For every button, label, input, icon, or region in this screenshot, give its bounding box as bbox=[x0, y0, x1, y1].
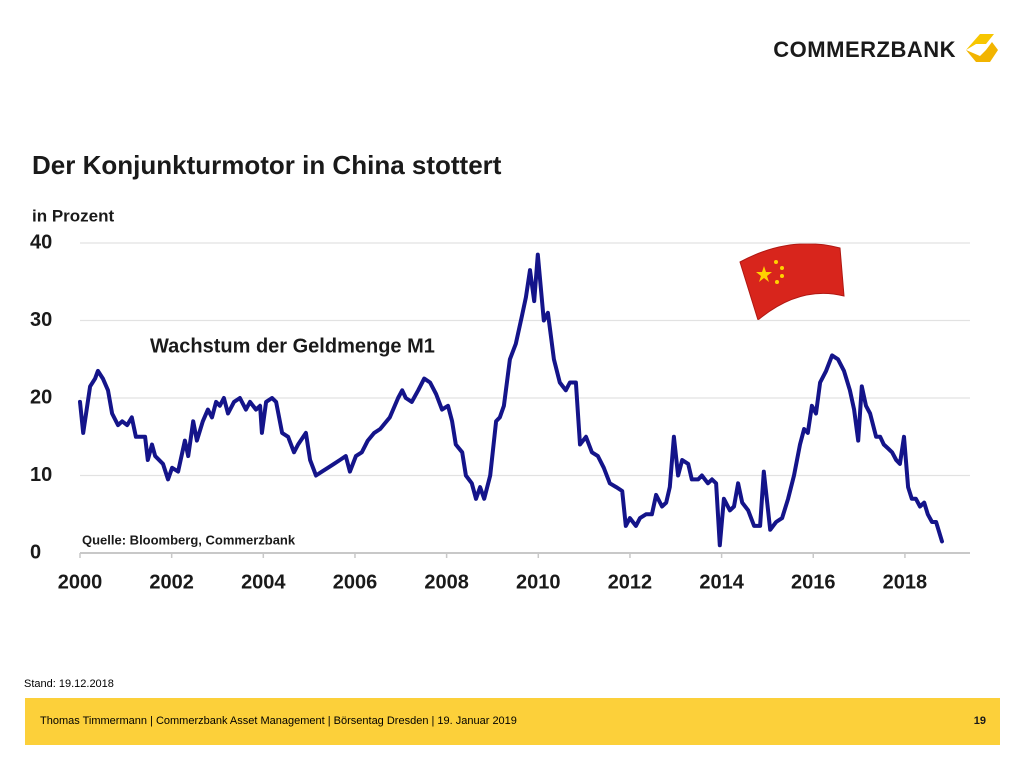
x-tick-label: 2016 bbox=[791, 571, 836, 593]
x-tick-label: 2010 bbox=[516, 571, 561, 593]
y-tick-label: 30 bbox=[30, 309, 52, 331]
y-tick-label: 40 bbox=[30, 231, 52, 253]
footer-text: Thomas Timmermann | Commerzbank Asset Ma… bbox=[40, 715, 517, 727]
x-tick-label: 2000 bbox=[58, 571, 103, 593]
x-tick-label: 2008 bbox=[424, 571, 469, 593]
x-tick-label: 2006 bbox=[333, 571, 378, 593]
x-tick-label: 2012 bbox=[608, 571, 653, 593]
flag bbox=[739, 243, 845, 321]
x-tick-label: 2004 bbox=[241, 571, 286, 593]
source: Quelle: Bloomberg, Commerzbank bbox=[82, 532, 296, 547]
y-tick-label: 10 bbox=[30, 464, 52, 486]
y-tick-label: 0 bbox=[30, 541, 41, 563]
logo-icon bbox=[966, 34, 998, 62]
logo-text: COMMERZBANK bbox=[773, 37, 956, 62]
footer-bar bbox=[25, 698, 1000, 745]
y-axis-label: in Prozent bbox=[32, 206, 115, 225]
y-tick-label: 20 bbox=[30, 386, 52, 408]
page-number: 19 bbox=[974, 715, 986, 727]
annotation: Wachstum der Geldmenge M1 bbox=[150, 335, 435, 357]
x-tick-label: 2002 bbox=[149, 571, 194, 593]
x-tick-label: 2018 bbox=[883, 571, 928, 593]
stand-date: Stand: 19.12.2018 bbox=[24, 678, 114, 690]
chart-title: Der Konjunkturmotor in China stottert bbox=[32, 150, 502, 180]
x-tick-label: 2014 bbox=[699, 571, 744, 593]
data-line bbox=[78, 252, 944, 548]
